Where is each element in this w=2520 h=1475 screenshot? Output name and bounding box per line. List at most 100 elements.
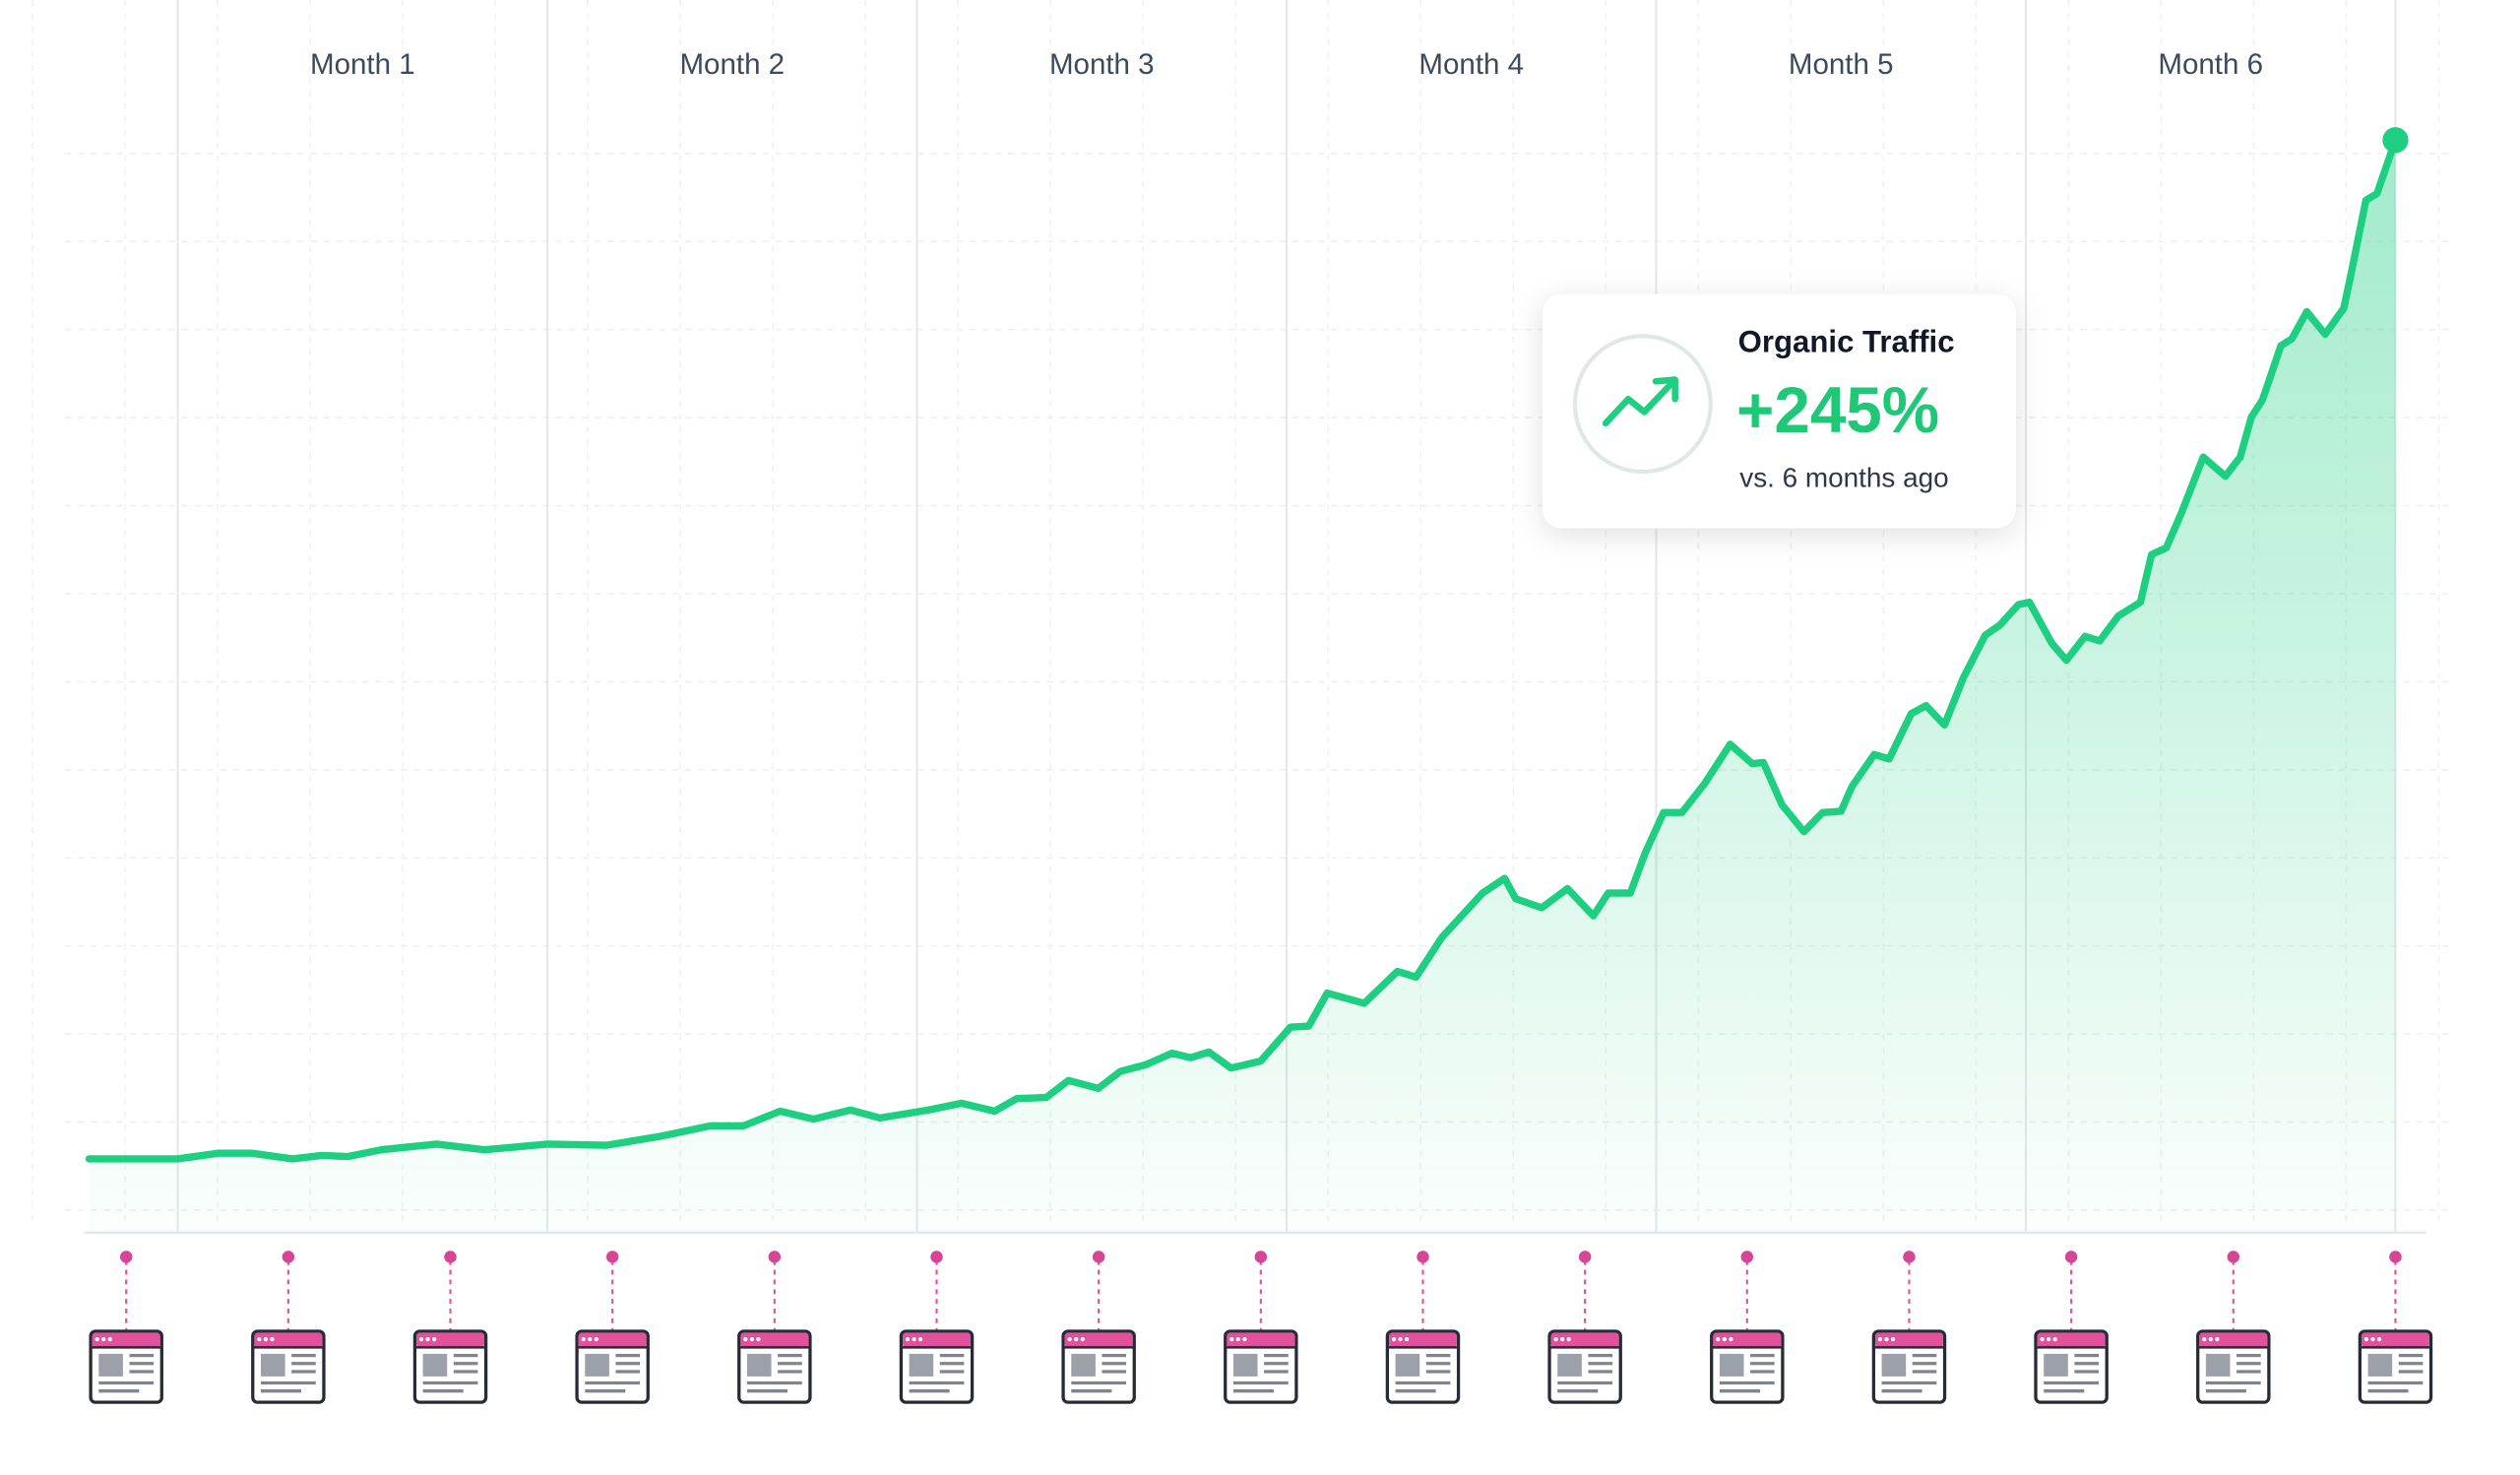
page-image: [909, 1353, 934, 1377]
month-label: Month 2: [679, 48, 785, 81]
page-dot: [743, 1337, 748, 1342]
page-image: [1719, 1353, 1744, 1377]
page-image: [2367, 1353, 2393, 1377]
marker-dot: [444, 1251, 457, 1263]
callout-value: +245%: [1736, 374, 1939, 446]
page-dot: [1074, 1337, 1079, 1342]
marker-dot: [930, 1251, 943, 1263]
page-dot: [1553, 1337, 1558, 1342]
page-image: [746, 1353, 772, 1377]
page-header: [1875, 1332, 1943, 1348]
page-dot: [1566, 1337, 1571, 1342]
page-dot: [917, 1337, 923, 1342]
marker-dot: [1903, 1251, 1916, 1263]
page-image: [1881, 1353, 1907, 1377]
page-dot: [94, 1337, 99, 1342]
page-dot: [2370, 1337, 2375, 1342]
page-dot: [2052, 1337, 2057, 1342]
page-header: [1713, 1332, 1782, 1348]
marker-dot: [1578, 1251, 1592, 1263]
page-dot: [1716, 1337, 1721, 1342]
content-markers: [89, 1251, 2433, 1404]
page-header: [1227, 1332, 1295, 1348]
page-dot: [1398, 1337, 1403, 1342]
page-dot: [756, 1337, 761, 1342]
page-dot: [905, 1337, 911, 1342]
trend-icon: [1602, 377, 1677, 427]
page-dot: [431, 1337, 437, 1342]
page-dot: [1391, 1337, 1397, 1342]
plot: Month 1 Month 2 Month 3 Month 4 Month 5 Month…: [85, 0, 2409, 1233]
page-dot: [1884, 1337, 1889, 1342]
page-dot: [2215, 1337, 2220, 1342]
page-dot: [1722, 1337, 1727, 1342]
marker-dot: [1740, 1251, 1754, 1263]
page-dot: [107, 1337, 112, 1342]
page-dot: [1729, 1337, 1733, 1342]
marker-dot: [768, 1251, 782, 1263]
page-header: [1064, 1332, 1133, 1348]
page-dot: [749, 1337, 755, 1342]
page-image: [1557, 1353, 1582, 1377]
page-header: [903, 1332, 971, 1348]
page-image: [585, 1353, 609, 1377]
page-header: [92, 1332, 160, 1348]
page-header: [740, 1332, 809, 1348]
area-fill: [89, 140, 2396, 1233]
page-dot: [2040, 1337, 2045, 1342]
page-dot: [581, 1337, 586, 1342]
page-image: [1071, 1353, 1096, 1377]
page-dot: [1080, 1337, 1085, 1342]
page-image: [1232, 1353, 1258, 1377]
marker-dot: [1417, 1251, 1429, 1263]
icon-circle: [1572, 334, 1713, 475]
page-dot: [270, 1337, 275, 1342]
marker-dot: [1092, 1251, 1105, 1263]
page-header: [254, 1332, 323, 1348]
traffic-line: [85, 136, 2400, 1163]
trend-arrow: [1652, 376, 1678, 403]
page-image: [422, 1353, 448, 1377]
page-header: [2361, 1332, 2429, 1348]
page-dot: [2202, 1337, 2207, 1342]
page-dot: [2376, 1337, 2382, 1342]
marker-dot: [2064, 1251, 2078, 1263]
month-label: Month 4: [1418, 48, 1524, 81]
page-header: [1550, 1332, 1619, 1348]
page-dot: [418, 1337, 424, 1342]
month-label: Month 5: [1789, 48, 1894, 81]
page-dot: [912, 1337, 916, 1342]
page-dot: [425, 1337, 430, 1342]
month-label: Month 6: [2158, 48, 2263, 81]
page-dot: [1404, 1337, 1410, 1342]
page-header: [1389, 1332, 1457, 1348]
callout-note: vs. 6 months ago: [1739, 463, 1948, 493]
marker-dot: [2227, 1251, 2240, 1263]
page-image: [1395, 1353, 1420, 1377]
page-dot: [1229, 1337, 1234, 1342]
end-point: [2382, 127, 2409, 154]
page-header: [416, 1332, 484, 1348]
marker-dot: [605, 1251, 619, 1263]
page-image: [260, 1353, 285, 1377]
page-header: [2199, 1332, 2268, 1348]
page-dot: [257, 1337, 262, 1342]
month-label: Month 1: [310, 48, 415, 81]
page-dot: [1877, 1337, 1883, 1342]
page-dot: [1235, 1337, 1240, 1342]
page-dot: [1242, 1337, 1247, 1342]
page-header: [578, 1332, 647, 1348]
marker-dot: [1254, 1251, 1268, 1263]
month-label: Month 3: [1049, 48, 1155, 81]
page-header: [2037, 1332, 2106, 1348]
page-dot: [1560, 1337, 1565, 1342]
page-dot: [2363, 1337, 2369, 1342]
callout-title: Organic Traffic: [1738, 325, 1955, 359]
page-dot: [594, 1337, 598, 1342]
page-image: [2205, 1353, 2231, 1377]
marker-dot: [2389, 1251, 2402, 1263]
page-dot: [263, 1337, 269, 1342]
callout-card: Organic Traffic +245% vs. 6 months ago: [1543, 293, 2016, 529]
